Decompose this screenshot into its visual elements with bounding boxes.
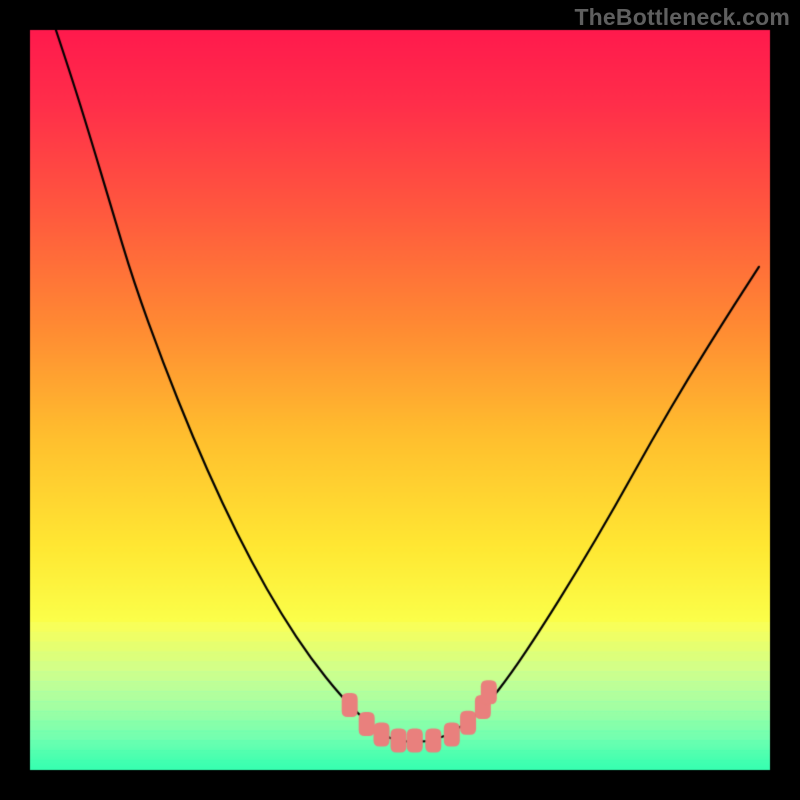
watermark-text: TheBottleneck.com	[574, 4, 790, 31]
chart-canvas	[0, 0, 800, 800]
chart-stage: TheBottleneck.com	[0, 0, 800, 800]
